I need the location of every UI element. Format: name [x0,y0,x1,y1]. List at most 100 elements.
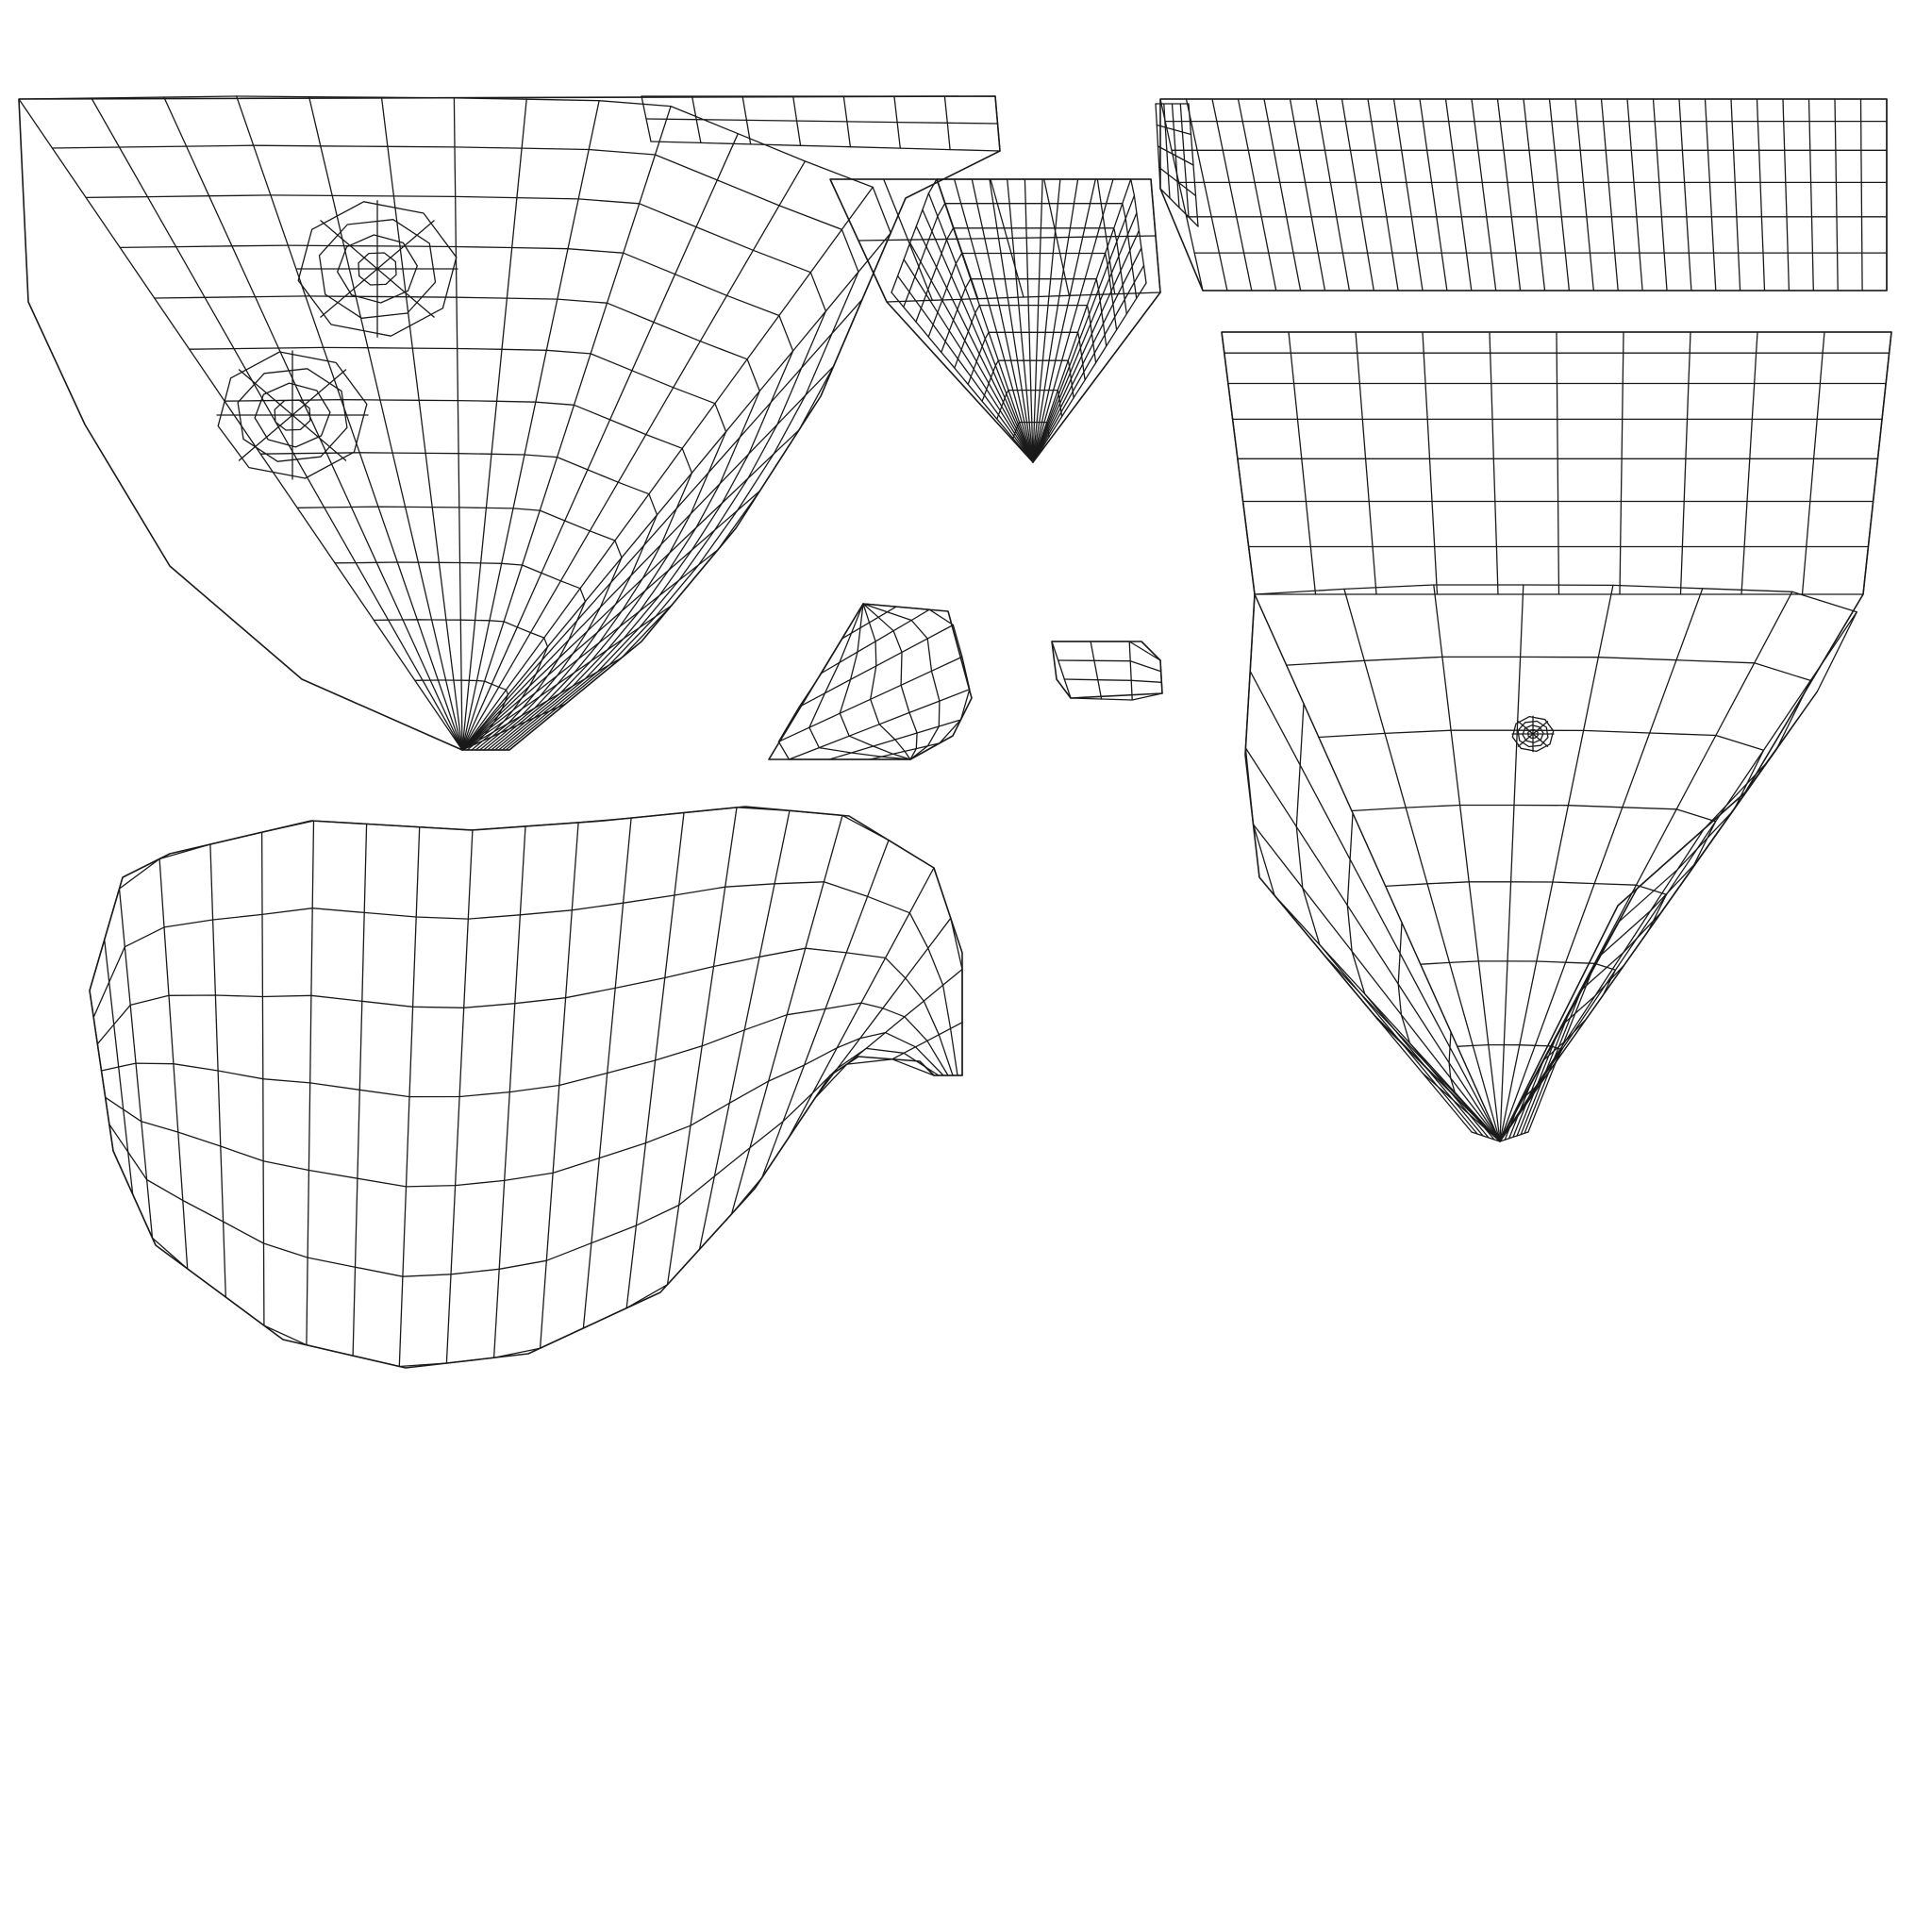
uv-island-right-fan [1221,331,1892,1142]
small-piece-row-line [1063,678,1162,683]
right-fan-pole-swirl-ring [1511,715,1555,753]
right-fan-main-ring-line [1254,584,1857,1133]
small-piece-outline [1051,641,1163,699]
right-fan-left-ray-line [1249,670,1501,1142]
uv-island-bottom-left-blob [89,806,963,1369]
right-fan-main-ring-line [1351,804,1717,1137]
top-left-fan-outline [18,95,1001,751]
small-piece-col-line [1128,641,1133,701]
top-left-fan-ring-line [154,295,760,751]
right-fan-upper-col-line [1489,331,1499,595]
right-fan-upper-col-line [1556,331,1560,595]
small-wedge-outline [768,603,973,760]
top-right-cap-row-line [1156,124,1192,136]
top-center-cone-ring-line [1012,421,1050,440]
top-left-fan-ring-line [334,561,587,751]
right-fan-upper-col-line [1288,331,1317,595]
top-left-fan-pole-b-swirl-spoke [291,414,347,461]
right-fan-left-ring-line [1346,812,1484,1137]
right-fan-pole-swirl-spoke [1517,721,1534,735]
top-left-fan-ring-line [224,398,693,751]
right-fan-upper-col-line [1422,331,1439,595]
top-left-fan-pole-a-swirl-spoke [376,220,435,270]
right-fan-upper-col-line [1619,331,1624,595]
top-left-fan-ring-line [189,346,727,751]
small-wedge-row-line [862,603,918,760]
top-center-neck-row-line [886,291,1161,303]
top-left-fan-pole-a-swirl-spoke [376,268,435,318]
bottom-left-blob-row-line [108,1047,940,1277]
top-left-fan-pole-a-swirl-spoke [320,220,378,270]
top-left-fan-pole-a-swirl-spoke [320,268,378,318]
right-fan-main-ring-line [1420,960,1617,1140]
top-left-fan-pole-b-swirl-spoke [238,369,293,416]
uv-island-top-right-strip [1155,98,1888,291]
right-fan-upper-col-line [1740,331,1758,595]
top-left-fan-pole-b-swirl-ring [217,351,368,479]
top-left-fan-pole-a-swirl-ring [358,252,397,286]
top-center-cone-ring-line [981,359,1074,402]
right-fan-pole-swirl-spoke [1532,733,1549,747]
top-center-cone-outline [829,178,1161,463]
top-center-cone-ring-line [954,304,1097,369]
top-left-fan-pole-a-swirl-ring [337,234,418,304]
top-center-cone-ring-line [927,252,1118,338]
top-center-cone-ring-line [967,331,1086,386]
uv-island-small-wedge [768,603,973,760]
right-fan-pole-swirl-spoke [1532,721,1549,735]
small-wedge-row-line [862,603,941,760]
small-piece-col-line [1051,641,1072,699]
top-left-fan-ring-line [51,144,859,751]
bottom-left-blob-row-line [100,1002,949,1098]
right-fan-left-ray-line [1252,824,1501,1142]
right-fan-main-ray-line [1433,584,1501,1142]
right-fan-main-ray-line [1499,611,1857,1142]
top-left-fan-ring-line [373,619,549,751]
top-left-fan-pole-b-swirl-ring [254,382,331,448]
top-left-flap-row-line [650,141,1001,152]
uv-island-top-left-fan [18,95,1001,751]
top-left-fan-pole-b-swirl-spoke [291,369,347,416]
top-left-fan-ring-line [259,452,658,751]
top-left-fan-pole-a-swirl-ring [297,201,458,337]
top-left-fan-pole-b-swirl-spoke [238,414,293,461]
right-fan-main-ray-line [1499,584,1614,1142]
right-fan-left-ray-line [1244,747,1501,1142]
top-left-fan-ring-line [85,194,827,751]
top-right-strip-outline [1159,98,1888,291]
top-center-cone-ring-line [903,203,1138,308]
right-fan-upper-col-line [1355,331,1377,595]
small-wedge-row-line [862,603,911,760]
right-fan-left-ring-line [1397,922,1490,1139]
top-left-fan-ring-line [119,244,794,751]
right-fan-main-ray-line [1499,584,1524,1142]
small-piece-row-line [1070,692,1163,701]
right-fan-upper-col-line [1801,331,1825,595]
right-fan-left-ring-line [1448,1031,1495,1141]
top-right-cap-row-line [1157,145,1194,166]
top-center-cone-ring-line [915,227,1127,323]
uv-island-small-piece [1051,641,1163,701]
top-right-cap-row-line [1159,188,1199,227]
top-right-cap-row-line [1158,166,1197,197]
right-fan-outline [1221,331,1892,1142]
right-fan-pole-swirl-ring [1522,724,1544,743]
top-center-cone-ring-line [996,389,1063,420]
right-fan-main-ray-line [1254,593,1501,1142]
right-fan-main-ray-line [1499,588,1704,1142]
small-wedge-row-line [839,603,911,760]
right-fan-left-ring-line [1295,703,1478,1135]
bottom-left-blob-row-line [96,947,954,1076]
uv-island-top-center-cone [829,178,1161,463]
bottom-left-blob-outline [89,806,963,1369]
top-left-fan-pole-b-swirl-ring [274,399,311,431]
small-wedge-row-line [808,603,911,760]
top-left-fan-ring-line [414,679,509,751]
small-piece-row-line [1058,659,1162,673]
top-center-cone-ring-line [941,278,1108,354]
right-fan-main-ring-line [1457,1043,1563,1141]
small-piece-col-line [1090,641,1103,700]
bottom-left-blob-row-line [105,1031,944,1188]
